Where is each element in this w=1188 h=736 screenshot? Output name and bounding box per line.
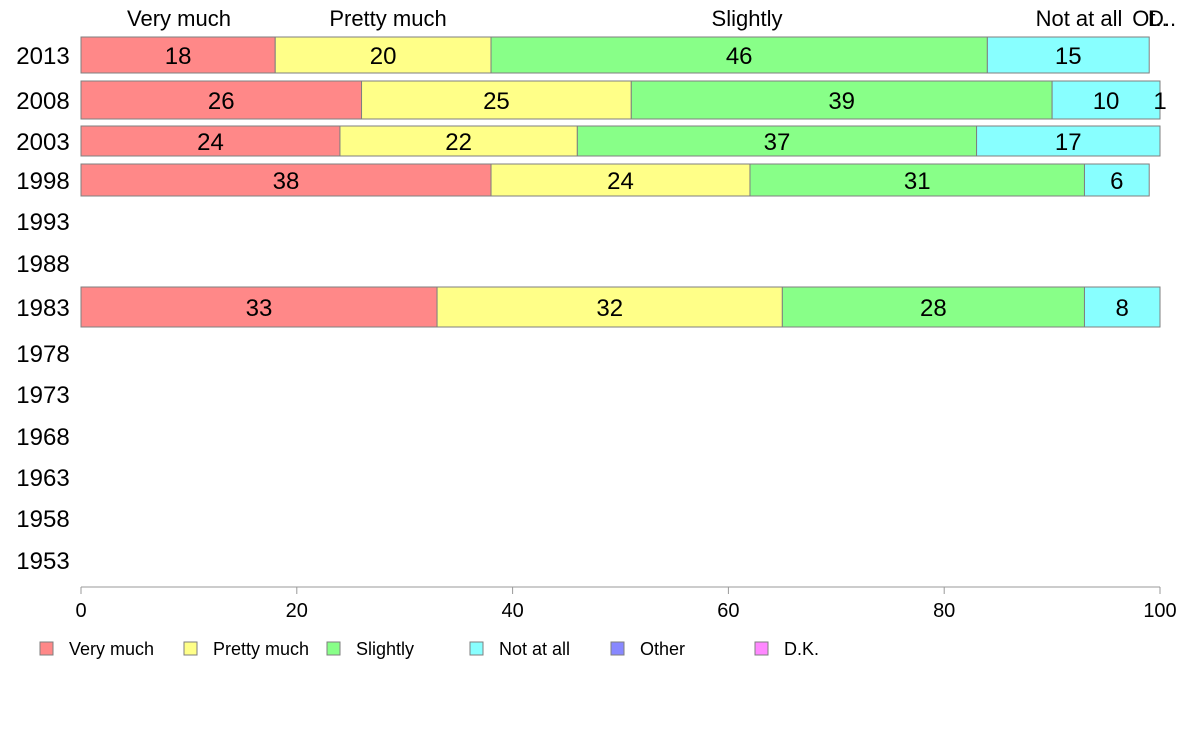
legend-swatch: [610, 641, 625, 656]
legend-item: Other: [610, 639, 685, 659]
x-tick-label: 60: [717, 600, 739, 622]
bars-layer: 18 20 46 15 26 25 39 10 1 24 22 37 17 38 24 31 6 33 32 28 8: [80, 36, 1167, 328]
x-tick-label: 40: [501, 600, 523, 622]
bar-value-label: 20: [370, 43, 397, 70]
bar-value-label: 39: [828, 88, 855, 115]
x-tick-label: 100: [1143, 600, 1176, 622]
bar-segment-2008-very-much: [80, 80, 363, 120]
bar-value-label: 37: [764, 129, 791, 156]
x-tick-label: 80: [933, 600, 955, 622]
year-label: 1983: [16, 295, 69, 322]
bar-segment-1983-slightly: [781, 286, 1085, 328]
legend: Very much Pretty much Slightly Not at all Ot…: [39, 639, 819, 659]
bar-value-label: 26: [208, 88, 235, 115]
top-label: Not at all: [1036, 6, 1123, 31]
x-tick-label: 0: [75, 600, 86, 622]
year-label: 1953: [16, 548, 69, 575]
top-label: Very much: [127, 6, 231, 31]
year-label: 1998: [16, 168, 69, 195]
bar-segment-2003-pretty-much: [339, 125, 578, 157]
top-label: D..: [1148, 6, 1176, 31]
bar-value-label: 22: [445, 129, 472, 156]
bar-segment-1998-pretty-much: [490, 163, 751, 197]
year-label: 2003: [16, 129, 69, 156]
legend-item: Very much: [39, 639, 154, 659]
bar-value-label: 31: [904, 168, 931, 195]
legend-label: Very much: [69, 639, 154, 659]
bar-value-label: 46: [726, 43, 753, 70]
bar-segment-1998-not-at-all: [1083, 163, 1150, 197]
bar-segment-2008-not-at-all: [1051, 80, 1161, 120]
year-label: 1993: [16, 209, 69, 236]
bar-value-label: 8: [1116, 295, 1129, 322]
x-tick-label: 20: [286, 600, 308, 622]
year-label: 1973: [16, 382, 69, 409]
legend-label: Pretty much: [213, 639, 309, 659]
year-label: 2013: [16, 43, 69, 70]
legend-swatch: [39, 641, 54, 656]
bar-value-label: 28: [920, 295, 947, 322]
legend-label: Not at all: [499, 639, 570, 659]
x-axis: 0 20 40 60 80 100: [75, 586, 1177, 622]
bar-value-label: 38: [273, 168, 300, 195]
bar-segment-2003-not-at-all: [976, 125, 1161, 157]
legend-swatch: [183, 641, 198, 656]
year-label: 1963: [16, 465, 69, 492]
bar-segment-2008-pretty-much: [361, 80, 632, 120]
top-category-labels: Very much Pretty much Slightly Not at all Ot…: [127, 6, 1176, 31]
year-label: 1988: [16, 251, 69, 278]
bar-segment-2013-slightly: [490, 36, 988, 74]
legend-item: D.K.: [754, 639, 819, 659]
legend-label: Other: [640, 639, 685, 659]
year-label: 1978: [16, 341, 69, 368]
bar-segment-1983-not-at-all: [1083, 286, 1161, 328]
year-label: 1968: [16, 424, 69, 451]
bar-segment-1983-pretty-much: [436, 286, 783, 328]
bar-segment-2013-pretty-much: [274, 36, 492, 74]
top-label: Slightly: [712, 6, 783, 31]
legend-item: Pretty much: [183, 639, 309, 659]
bar-value-label: 24: [197, 129, 224, 156]
legend-swatch: [469, 641, 484, 656]
bar-value-label: 10: [1093, 88, 1120, 115]
bar-segment-2013-not-at-all: [986, 36, 1150, 74]
year-label: 1958: [16, 506, 69, 533]
bar-value-label: 25: [483, 88, 510, 115]
top-label: Pretty much: [329, 6, 446, 31]
bar-segment-2008-slightly: [630, 80, 1053, 120]
legend-label: Slightly: [356, 639, 414, 659]
bar-value-label: 1: [1153, 88, 1166, 115]
bar-value-label: 32: [596, 295, 623, 322]
top-label: Ot..: [1132, 6, 1167, 31]
bar-value-label: 15: [1055, 43, 1082, 70]
legend-label: D.K.: [784, 639, 819, 659]
bar-segment-1983-very-much: [80, 286, 438, 328]
bar-segment-2003-very-much: [80, 125, 341, 157]
bar-value-label: 33: [246, 295, 273, 322]
bar-value-label: 6: [1110, 168, 1123, 195]
legend-item: Slightly: [326, 639, 414, 659]
bar-value-label: 24: [607, 168, 634, 195]
year-labels: 2013 2008 2003 1998 1993 1988 1983 1978 1973 1968…: [16, 43, 69, 575]
year-label: 2008: [16, 88, 69, 115]
legend-swatch: [754, 641, 769, 656]
bar-value-label: 18: [165, 43, 192, 70]
bar-segment-1998-very-much: [80, 163, 492, 197]
legend-item: Not at all: [469, 639, 570, 659]
bar-segment-2013-very-much: [80, 36, 276, 74]
bar-value-label: 17: [1055, 129, 1082, 156]
legend-swatch: [326, 641, 341, 656]
